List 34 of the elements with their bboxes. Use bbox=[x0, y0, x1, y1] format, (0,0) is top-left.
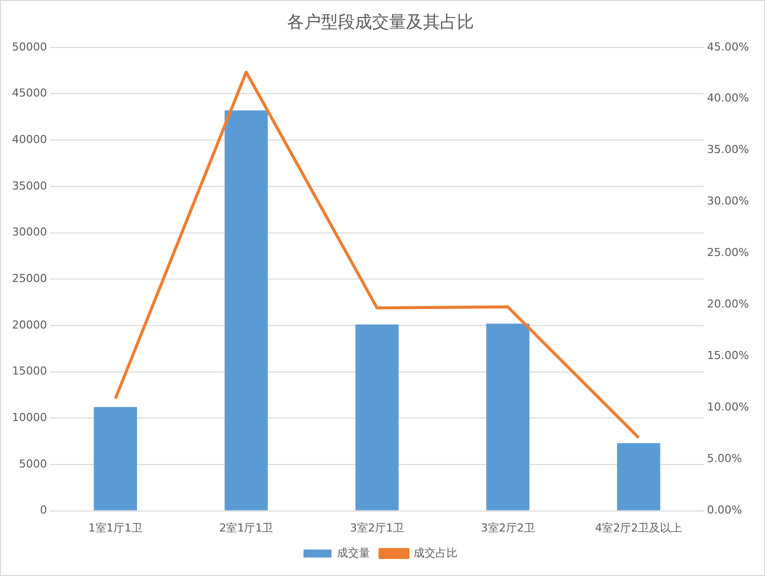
x-tick-label: 2室1厅1卫 bbox=[219, 521, 274, 534]
bar bbox=[94, 407, 137, 510]
y-tick-label: 0 bbox=[40, 504, 47, 517]
y2-tick-label: 35.00% bbox=[707, 143, 750, 156]
bar bbox=[617, 443, 660, 510]
y-tick-label: 15000 bbox=[12, 364, 47, 378]
y2-tick-label: 40.00% bbox=[707, 92, 750, 105]
y2-tick-label: 20.00% bbox=[707, 298, 750, 311]
y-tick-label: 20000 bbox=[12, 318, 47, 332]
x-tick-label: 1室1厅1卫 bbox=[88, 521, 142, 534]
y2-tick-label: 10.00% bbox=[707, 400, 750, 414]
x-tick-label: 3室2厅1卫 bbox=[350, 521, 404, 534]
y2-tick-label: 25.00% bbox=[707, 246, 750, 260]
y2-tick-label: 30.00% bbox=[707, 194, 750, 208]
x-tick-label: 3室2厅2卫 bbox=[480, 521, 535, 534]
y2-tick-label: 45.00% bbox=[707, 40, 750, 54]
bar bbox=[224, 110, 268, 510]
x-tick-label: 4室2厅2卫及以上 bbox=[595, 521, 682, 534]
y-tick-label: 10000 bbox=[12, 410, 47, 424]
y-tick-label: 50000 bbox=[12, 40, 47, 54]
bar bbox=[486, 324, 530, 510]
y2-tick-label: 5.00% bbox=[707, 452, 742, 466]
y-tick-label: 45000 bbox=[12, 86, 47, 100]
y2-tick-label: 15.00% bbox=[707, 349, 750, 362]
y-tick-label: 25000 bbox=[12, 272, 47, 285]
legend-label: 成交占比 bbox=[414, 546, 458, 560]
y-tick-label: 30000 bbox=[12, 226, 47, 239]
y2-tick-label: 0.00% bbox=[707, 504, 742, 517]
chart-title: 各户型段成交量及其占比 bbox=[287, 12, 474, 33]
legend-label: 成交量 bbox=[337, 546, 370, 560]
bar bbox=[355, 324, 399, 510]
y-tick-label: 40000 bbox=[12, 132, 47, 146]
y-tick-label: 35000 bbox=[12, 179, 47, 192]
y-tick-label: 5000 bbox=[18, 457, 47, 470]
